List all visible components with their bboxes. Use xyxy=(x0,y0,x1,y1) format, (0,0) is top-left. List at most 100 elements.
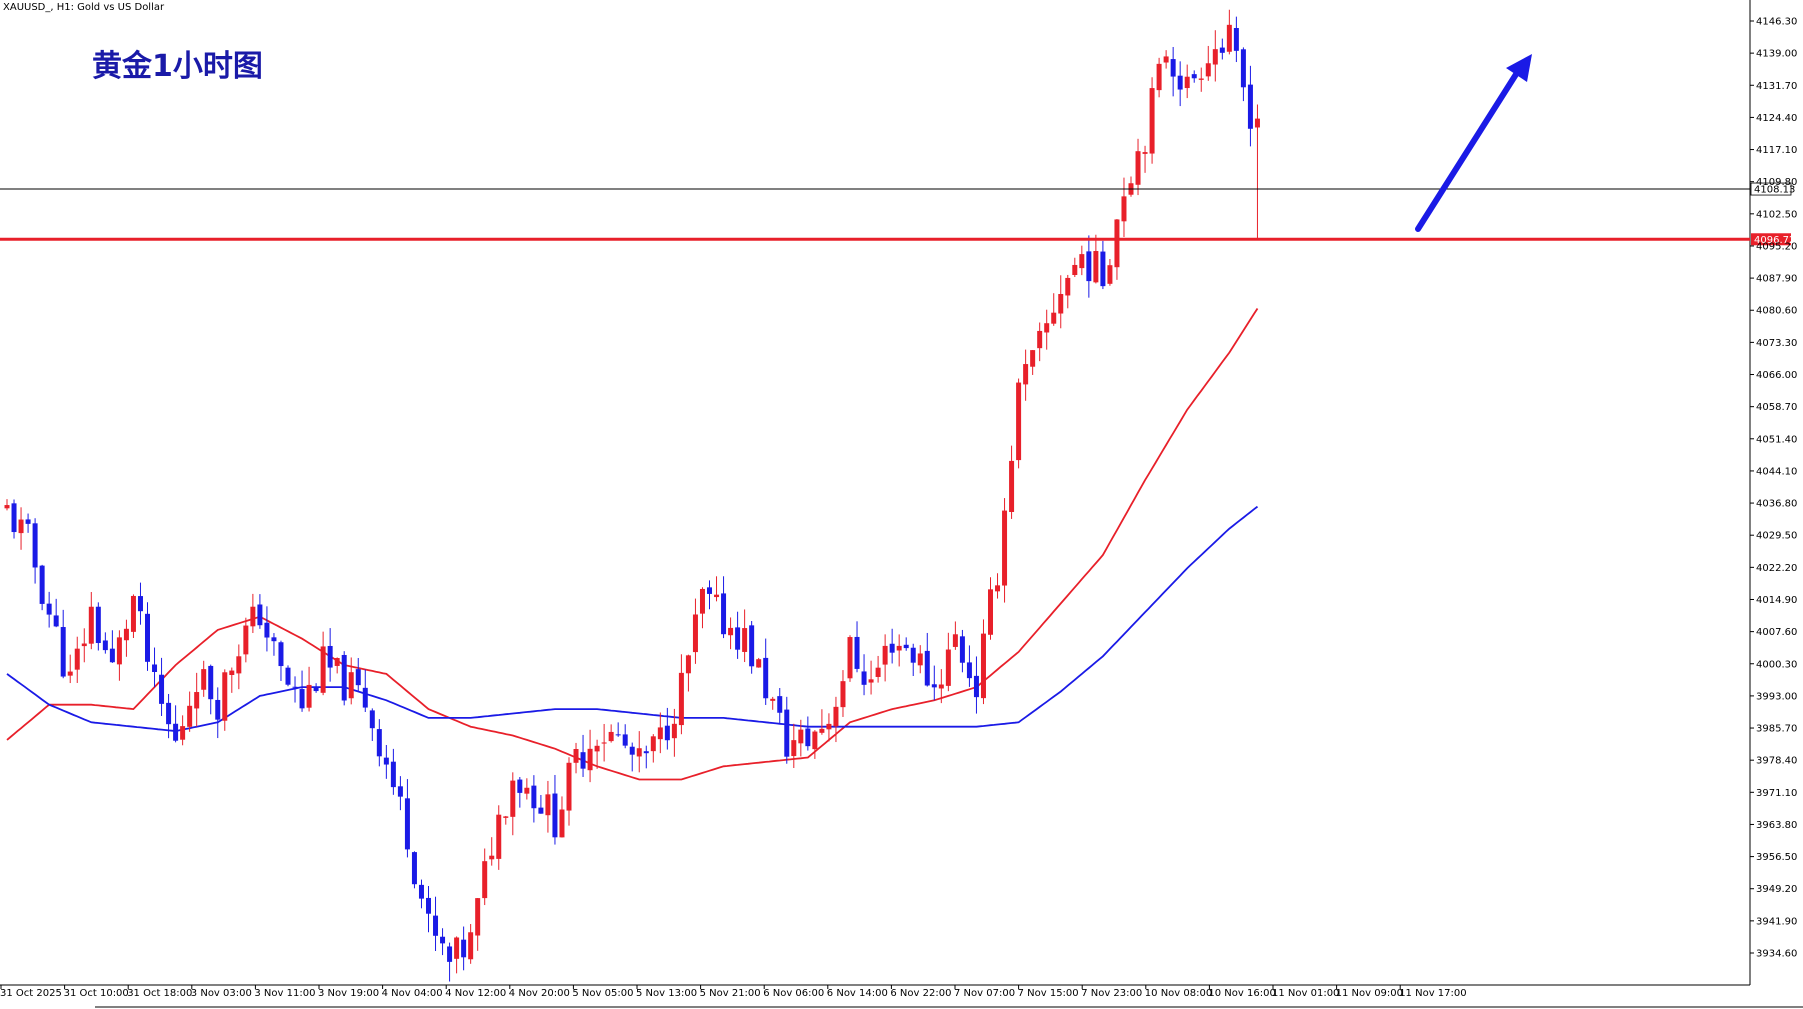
x-tick-label: 7 Nov 07:00 xyxy=(954,988,1015,999)
support-price-value: 4096.72 xyxy=(1754,235,1795,246)
candle xyxy=(629,742,635,772)
y-tick-label: 4102.50 xyxy=(1756,209,1797,220)
candle xyxy=(685,654,691,692)
candle xyxy=(489,837,495,866)
candle xyxy=(1121,177,1127,238)
candle xyxy=(545,780,551,833)
candle xyxy=(11,499,17,539)
candle xyxy=(145,602,150,671)
candle xyxy=(1002,498,1008,603)
y-tick-label: 3949.20 xyxy=(1756,884,1797,895)
x-tick-label: 10 Nov 08:00 xyxy=(1145,988,1212,999)
candle xyxy=(433,896,439,951)
candle xyxy=(861,654,867,696)
y-tick-label: 4022.20 xyxy=(1756,563,1797,574)
candle xyxy=(208,664,214,715)
candle xyxy=(229,667,235,693)
trend-arrow xyxy=(1415,54,1532,232)
x-tick-label: 6 Nov 14:00 xyxy=(827,988,888,999)
candle xyxy=(404,779,410,858)
candle xyxy=(447,942,453,982)
candle xyxy=(924,632,930,687)
candle xyxy=(1142,145,1148,173)
candle xyxy=(418,879,424,909)
y-tick-label: 4131.70 xyxy=(1756,81,1797,92)
candle xyxy=(166,693,172,739)
candle xyxy=(334,657,340,674)
x-tick-label: 31 Oct 18:00 xyxy=(127,988,192,999)
candle xyxy=(306,666,312,712)
candle xyxy=(397,776,403,811)
candle xyxy=(1149,77,1155,164)
candle xyxy=(812,730,818,759)
candle xyxy=(299,670,305,712)
candle xyxy=(292,676,298,703)
candle xyxy=(524,778,530,800)
candle xyxy=(517,776,523,808)
candle xyxy=(749,621,755,674)
candle xyxy=(728,617,734,650)
candle xyxy=(243,617,249,663)
candle xyxy=(650,734,656,763)
candle xyxy=(1184,64,1190,99)
y-tick-label: 3985.70 xyxy=(1756,724,1797,735)
price-levels: 4108.13 4096.72 xyxy=(0,182,1795,246)
y-tick-label: 4066.00 xyxy=(1756,370,1797,381)
x-tick-label: 11 Nov 17:00 xyxy=(1399,988,1466,999)
y-tick-label: 3993.00 xyxy=(1756,691,1797,702)
y-tick-label: 4109.80 xyxy=(1756,177,1797,188)
candle xyxy=(777,688,783,724)
candle xyxy=(664,707,670,750)
candle xyxy=(137,582,143,625)
candle xyxy=(461,926,467,971)
y-tick-label: 4000.30 xyxy=(1756,659,1797,670)
candle xyxy=(4,499,10,511)
candle xyxy=(763,638,769,705)
y-tick-label: 3934.60 xyxy=(1756,949,1797,960)
candle xyxy=(587,729,593,783)
candle xyxy=(1030,349,1036,375)
candle xyxy=(482,848,488,906)
candle xyxy=(1093,234,1099,284)
candle xyxy=(1191,70,1197,83)
symbol-header: XAUUSD_, H1: Gold vs US Dollar xyxy=(3,2,165,13)
candle xyxy=(1009,445,1015,519)
candle xyxy=(1037,322,1043,362)
candle xyxy=(770,696,776,710)
y-tick-label: 3978.40 xyxy=(1756,756,1797,767)
candle xyxy=(1247,65,1253,147)
candle xyxy=(475,897,481,951)
candle xyxy=(826,713,832,742)
candle xyxy=(756,657,762,668)
candle xyxy=(692,598,698,664)
candle xyxy=(671,708,677,757)
ma-slow-line xyxy=(6,505,1259,733)
candle xyxy=(348,657,354,705)
x-tick-label: 10 Nov 16:00 xyxy=(1208,988,1275,999)
x-tick-label: 6 Nov 22:00 xyxy=(890,988,951,999)
candle xyxy=(573,742,579,774)
ma-fast-line xyxy=(6,308,1259,781)
y-tick-label: 4080.60 xyxy=(1756,306,1797,317)
y-tick-label: 4051.40 xyxy=(1756,434,1797,445)
candle xyxy=(1086,235,1092,298)
candle xyxy=(1079,245,1085,276)
candle xyxy=(369,708,375,741)
candle xyxy=(1226,9,1232,55)
candle xyxy=(678,654,684,735)
candle xyxy=(1240,47,1246,102)
moving-averages xyxy=(6,308,1259,781)
candle xyxy=(1198,67,1204,92)
candle xyxy=(109,630,115,663)
candle xyxy=(608,724,614,743)
candle xyxy=(601,723,607,762)
x-tick-label: 7 Nov 15:00 xyxy=(1018,988,1079,999)
candle xyxy=(594,739,600,769)
candle xyxy=(313,683,319,693)
candle xyxy=(1156,57,1162,98)
candle xyxy=(819,709,825,735)
candle xyxy=(1023,349,1029,401)
x-tick-label: 3 Nov 11:00 xyxy=(254,988,315,999)
